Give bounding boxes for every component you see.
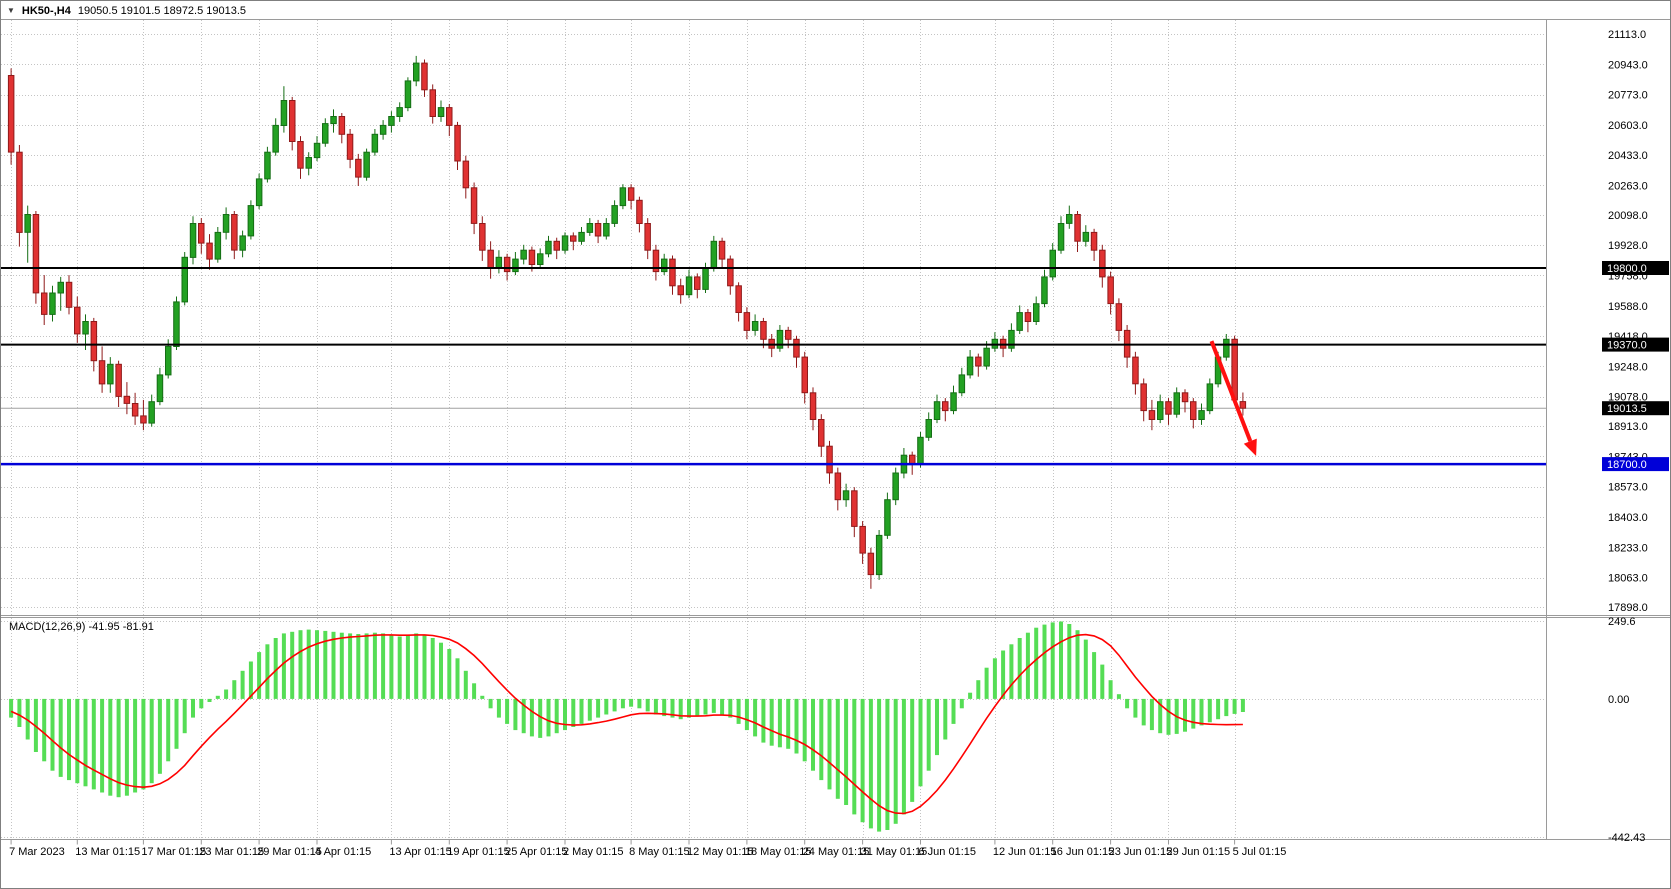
svg-text:19800.0: 19800.0 [1607,263,1647,275]
svg-text:19013.5: 19013.5 [1607,403,1647,415]
svg-text:20433.0: 20433.0 [1608,150,1648,162]
svg-text:17898.0: 17898.0 [1608,602,1648,614]
svg-text:23 Jun 01:15: 23 Jun 01:15 [1109,846,1173,858]
price-tags: 19800.0 19370.0 18700.0 19013.5 [1602,261,1669,472]
svg-text:20603.0: 20603.0 [1608,120,1648,132]
svg-text:23 Mar 01:15: 23 Mar 01:15 [199,846,264,858]
svg-text:19 Apr 01:15: 19 Apr 01:15 [447,846,509,858]
svg-text:18913.0: 18913.0 [1608,421,1648,433]
svg-text:18063.0: 18063.0 [1608,573,1648,585]
svg-text:19078.0: 19078.0 [1608,392,1648,404]
macd-signal-line [10,633,1243,815]
svg-text:18403.0: 18403.0 [1608,512,1648,524]
svg-text:4 Apr 01:15: 4 Apr 01:15 [315,846,371,858]
svg-text:20773.0: 20773.0 [1608,90,1648,102]
svg-text:18233.0: 18233.0 [1608,542,1648,554]
trend-arrow[interactable] [1209,340,1257,456]
pane-borders [1,19,1670,840]
svg-text:249.6: 249.6 [1608,616,1636,628]
svg-text:2 May 01:15: 2 May 01:15 [563,846,624,858]
macd-indicator-label: MACD(12,26,9) -41.95 -81.91 [9,621,154,633]
svg-text:19370.0: 19370.0 [1607,340,1647,352]
svg-text:13 Apr 01:15: 13 Apr 01:15 [389,846,451,858]
svg-text:18700.0: 18700.0 [1607,459,1647,471]
ohlc-readout: 19050.5 19101.5 18972.5 19013.5 [77,4,247,17]
svg-text:8 May 01:15: 8 May 01:15 [629,846,690,858]
svg-text:19248.0: 19248.0 [1608,361,1648,373]
svg-text:25 Apr 01:15: 25 Apr 01:15 [505,846,567,858]
svg-text:6 Jun 01:15: 6 Jun 01:15 [919,846,977,858]
price-axis-labels: 21113.0 20943.0 20773.0 20603.0 20433.0 20263… [1608,29,1648,844]
svg-text:16 Jun 01:15: 16 Jun 01:15 [1051,846,1115,858]
svg-text:13 Mar 01:15: 13 Mar 01:15 [75,846,140,858]
svg-text:21113.0: 21113.0 [1608,29,1646,41]
svg-text:20943.0: 20943.0 [1608,59,1648,71]
chart-header: ▼ HK50-,H4 19050.5 19101.5 18972.5 19013… [7,3,246,18]
svg-text:20098.0: 20098.0 [1608,210,1648,222]
candles[interactable] [7,55,1247,589]
svg-text:5 Jul 01:15: 5 Jul 01:15 [1233,846,1287,858]
svg-text:18 May 01:15: 18 May 01:15 [745,846,812,858]
svg-text:0.00: 0.00 [1608,694,1629,706]
symbol-dropdown-icon[interactable]: ▼ [7,5,15,15]
macd-histogram [9,621,1245,832]
svg-text:29 Mar 01:15: 29 Mar 01:15 [257,846,322,858]
svg-text:18573.0: 18573.0 [1608,482,1648,494]
horizontal-levels[interactable] [1,267,1546,466]
svg-text:7 Mar 2023: 7 Mar 2023 [9,846,65,858]
symbol-period-label: HK50-,H4 [21,4,71,17]
svg-text:24 May 01:15: 24 May 01:15 [803,846,870,858]
svg-text:12 Jun 01:15: 12 Jun 01:15 [993,846,1057,858]
svg-text:-442.43: -442.43 [1608,832,1645,844]
svg-text:12 May 01:15: 12 May 01:15 [687,846,754,858]
svg-text:19588.0: 19588.0 [1608,301,1648,313]
svg-text:17 Mar 01:15: 17 Mar 01:15 [141,846,206,858]
svg-text:31 May 01:15: 31 May 01:15 [861,846,928,858]
svg-text:19928.0: 19928.0 [1608,240,1648,252]
svg-text:20263.0: 20263.0 [1608,181,1648,193]
svg-text:29 Jun 01:15: 29 Jun 01:15 [1167,846,1231,858]
